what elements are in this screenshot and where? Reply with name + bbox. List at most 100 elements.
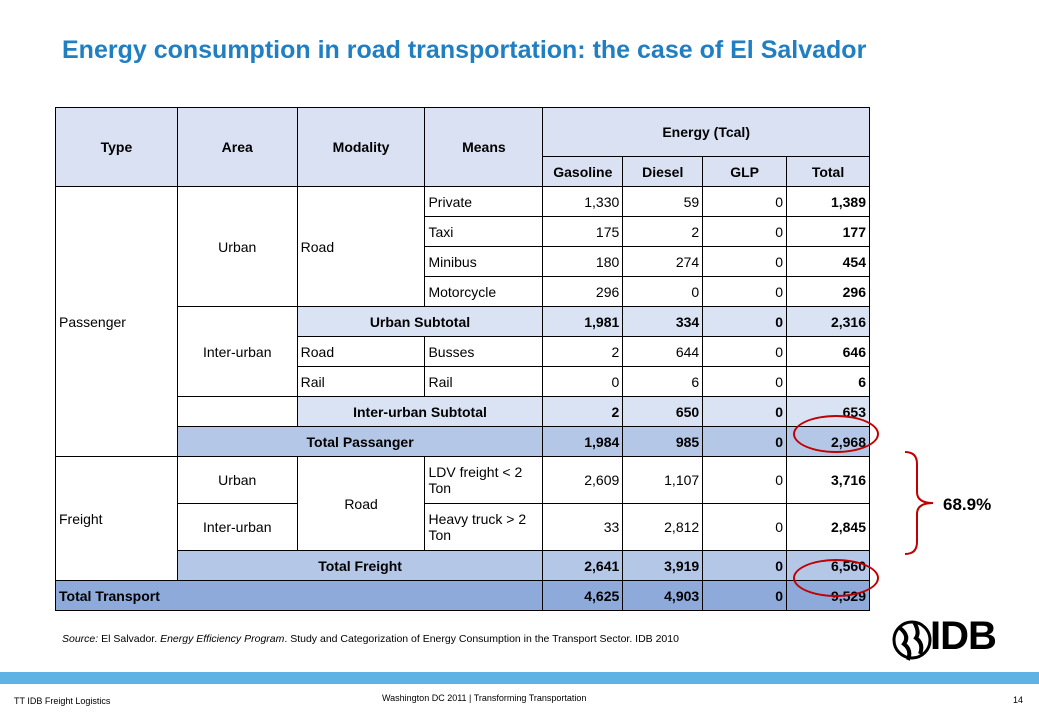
diesel-cell: 0 [622, 276, 704, 307]
gasoline-cell: 4,625 [542, 580, 624, 611]
total-cell: 646 [786, 336, 870, 367]
total-cell: 454 [786, 246, 870, 277]
table-row: Total Passanger 1,984 985 0 2,968 [56, 426, 870, 457]
diesel-cell: 650 [622, 396, 704, 427]
modality-road: Road [296, 186, 426, 307]
means-cell: Taxi [424, 216, 544, 247]
means-cell: Rail [424, 366, 544, 397]
page-number: 14 [1013, 695, 1024, 705]
header-diesel: Diesel [622, 156, 704, 187]
header-energy: Energy (Tcal) [542, 107, 870, 157]
source-program: Energy Efficiency Program [160, 633, 285, 645]
glp-cell: 0 [702, 246, 788, 277]
total-cell: 3,716 [786, 456, 870, 504]
means-cell: Minibus [424, 246, 544, 277]
means-cell: Private [424, 186, 544, 217]
gasoline-cell: 175 [542, 216, 624, 247]
footer-center: Washington DC 2011 | Transforming Transp… [382, 693, 587, 703]
modality-road: Road [296, 456, 426, 551]
diesel-cell: 59 [622, 186, 704, 217]
glp-cell: 0 [702, 366, 788, 397]
diesel-cell: 985 [622, 426, 704, 457]
type-freight: Freight [55, 456, 178, 581]
source-text: El Salvador. [98, 633, 161, 645]
source-label: Source: [62, 633, 99, 645]
table-row: Inter-urban Urban Subtotal 1,981 334 0 2… [56, 306, 870, 397]
gasoline-cell: 180 [542, 246, 624, 277]
subtotal-label: Inter-urban Subtotal [296, 396, 544, 427]
header-modality: Modality [296, 107, 426, 187]
diesel-cell: 1,107 [622, 456, 704, 504]
source-text-2: . Study and Categorization of Energy Con… [284, 633, 679, 645]
total-passanger-label: Total Passanger [176, 426, 544, 457]
diesel-cell: 4,903 [622, 580, 704, 611]
gasoline-cell: 0 [542, 366, 624, 397]
table-row: Passenger Urban Road Private 1,330 59 0 … [55, 186, 870, 457]
highlight-ellipse-freight [793, 559, 879, 597]
gasoline-cell: 2,641 [542, 550, 624, 581]
means-cell: Motorcycle [424, 276, 544, 307]
table-row: Freight Urban Road LDV freight < 2 Ton 2… [55, 456, 870, 581]
glp-cell: 0 [702, 503, 788, 551]
table-row: Motorcycle 296 0 0 296 [56, 276, 870, 307]
subtotal-label: Urban Subtotal [296, 306, 544, 337]
table-row: Minibus 180 274 0 454 [56, 246, 870, 277]
total-cell: 1,389 [786, 186, 870, 217]
glp-cell: 0 [702, 306, 788, 337]
total-cell: 6 [786, 366, 870, 397]
means-cell: Busses [424, 336, 544, 367]
gasoline-cell: 1,981 [542, 306, 624, 337]
energy-table: Type Area Modality Means Energy (Tcal) G… [54, 107, 870, 611]
gasoline-cell: 2 [542, 336, 624, 367]
glp-cell: 0 [702, 276, 788, 307]
table-row: Inter-urban Subtotal 2 650 0 653 [56, 396, 870, 427]
header-total: Total [786, 156, 870, 187]
glp-cell: 0 [702, 336, 788, 367]
footer-left: TT IDB Freight Logistics [14, 696, 111, 706]
glp-cell: 0 [702, 396, 788, 427]
total-cell: 177 [786, 216, 870, 247]
total-freight-label: Total Freight [176, 550, 544, 581]
header-area: Area [176, 107, 298, 187]
modality-cell: Rail [296, 366, 426, 397]
header-means: Means [424, 107, 544, 187]
area-inter-urban: Inter-urban [176, 503, 298, 551]
diesel-cell: 6 [622, 366, 704, 397]
total-cell: 296 [786, 276, 870, 307]
gasoline-cell: 2 [542, 396, 624, 427]
gasoline-cell: 33 [542, 503, 624, 551]
diesel-cell: 2,812 [622, 503, 704, 551]
modality-cell: Road [296, 336, 426, 367]
means-cell: Heavy truck > 2 Ton [424, 503, 544, 551]
gasoline-cell: 2,609 [542, 456, 624, 504]
bracket-icon [905, 451, 934, 555]
highlight-ellipse-passanger [793, 415, 879, 453]
empty-cell [176, 396, 298, 427]
page-title: Energy consumption in road transportatio… [62, 36, 867, 64]
source-note: Source: El Salvador. Energy Efficiency P… [62, 633, 679, 645]
gasoline-cell: 1,330 [542, 186, 624, 217]
diesel-cell: 334 [622, 306, 704, 337]
header-glp: GLP [702, 156, 788, 187]
gasoline-cell: 296 [542, 276, 624, 307]
area-urban: Urban [176, 456, 298, 504]
header-gasoline: Gasoline [542, 156, 624, 187]
diesel-cell: 2 [622, 216, 704, 247]
footer-bar [0, 672, 1039, 684]
type-passenger: Passenger [55, 186, 178, 457]
diesel-cell: 644 [622, 336, 704, 367]
total-cell: 2,316 [786, 306, 870, 337]
diesel-cell: 274 [622, 246, 704, 277]
glp-cell: 0 [702, 550, 788, 581]
diesel-cell: 3,919 [622, 550, 704, 581]
glp-cell: 0 [702, 456, 788, 504]
table-row: Total Freight 2,641 3,919 0 6,560 [56, 550, 870, 581]
header-type: Type [55, 107, 178, 187]
table-row: Total Transport 4,625 4,903 0 9,529 [54, 580, 870, 611]
globe-logo-icon [892, 620, 932, 661]
idb-logo: IDB [930, 614, 997, 658]
total-transport-label: Total Transport [54, 580, 544, 611]
glp-cell: 0 [702, 216, 788, 247]
share-label: 68.9% [943, 495, 992, 514]
means-cell: LDV freight < 2 Ton [424, 456, 544, 504]
